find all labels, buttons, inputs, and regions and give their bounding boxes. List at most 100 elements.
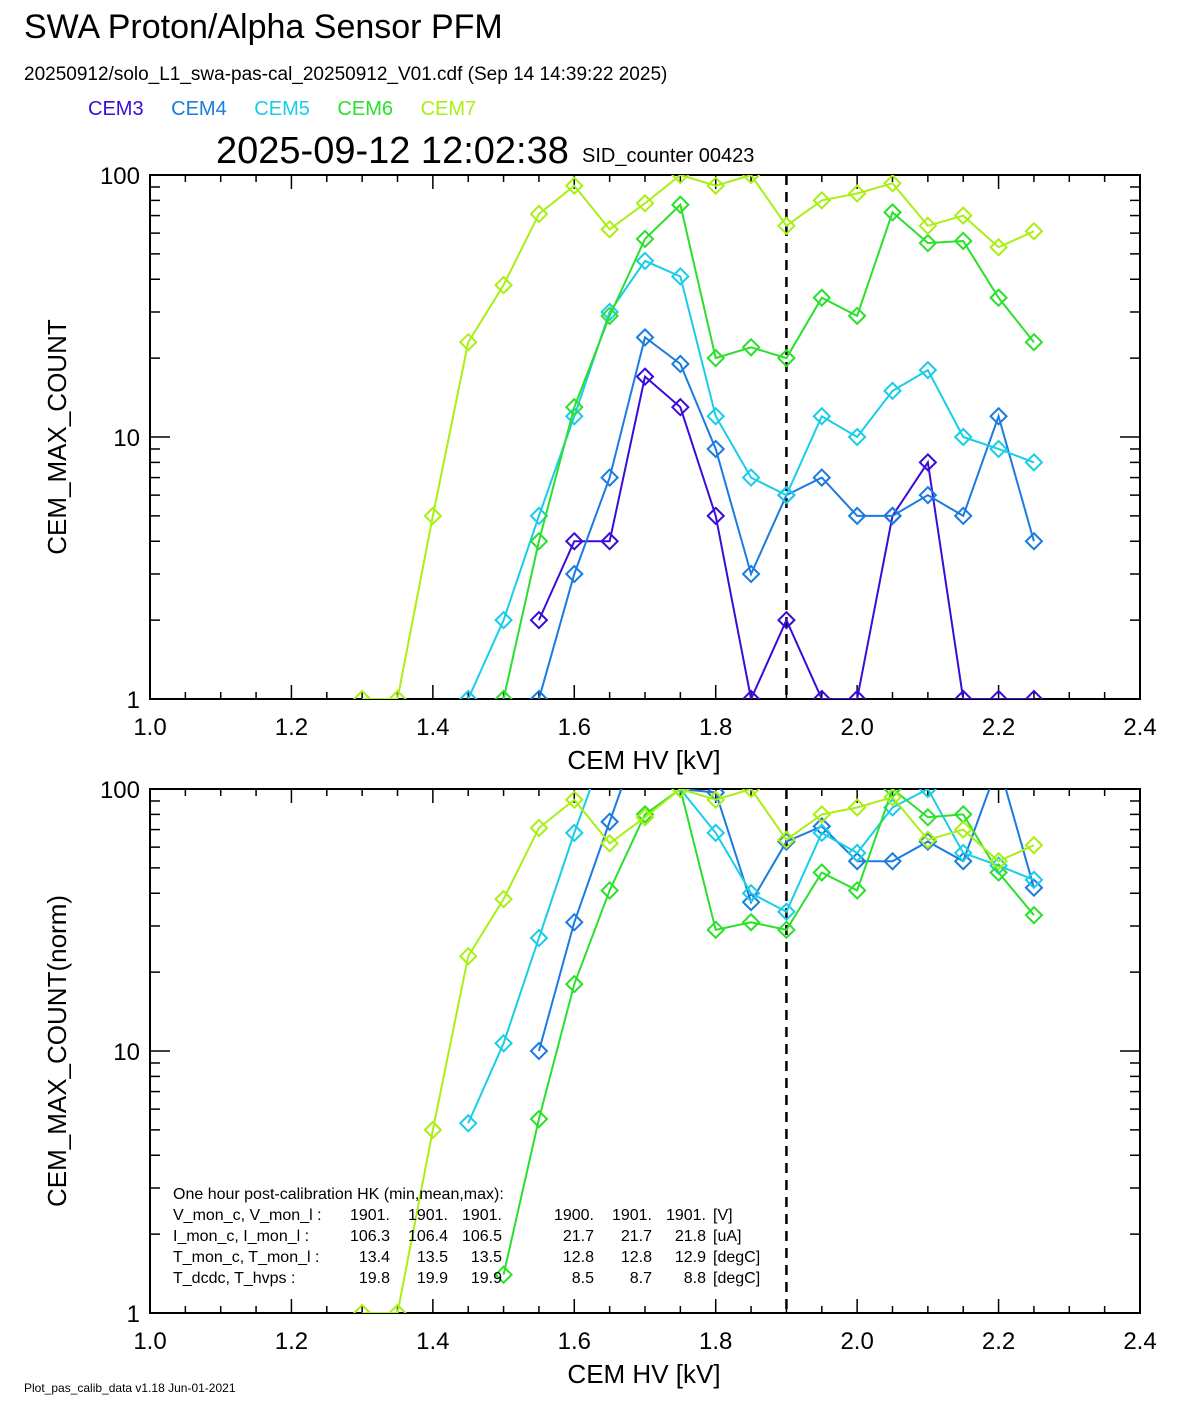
- data-point: [741, 468, 761, 487]
- data-point: [953, 851, 973, 871]
- data-point: [777, 920, 796, 940]
- x-tick-label: 1.8: [699, 714, 732, 741]
- data-point: [777, 832, 796, 851]
- x-axis-label: CEM HV [kV]: [567, 745, 720, 775]
- hk-header: One hour post-calibration HK (min,mean,m…: [173, 1186, 504, 1203]
- data-point: [953, 506, 973, 526]
- data-point: [458, 689, 478, 699]
- data-point: [706, 176, 726, 196]
- data-point: [777, 830, 796, 850]
- hk-value: 8.8: [684, 1270, 706, 1287]
- data-point: [812, 804, 832, 824]
- x-tick-label: 2.2: [982, 1328, 1015, 1355]
- legend-item-cem7: CEM7: [420, 98, 477, 120]
- hk-value: 21.8: [675, 1228, 706, 1245]
- hk-unit: [degC]: [713, 1270, 760, 1287]
- hk-row-label: T_dcdc, T_hvps :: [173, 1270, 295, 1287]
- hk-value: 1901.: [462, 1207, 502, 1224]
- data-point: [1024, 452, 1044, 472]
- data-point: [637, 714, 653, 730]
- data-point: [812, 288, 832, 308]
- data-point: [741, 892, 761, 912]
- data-point: [1024, 221, 1044, 241]
- data-point: [741, 883, 761, 903]
- series-group: [352, 714, 1044, 1313]
- data-point: [847, 506, 867, 526]
- data-point: [812, 468, 832, 487]
- data-point: [706, 790, 726, 810]
- legend-item-cem6: CEM6: [337, 98, 393, 120]
- data-point: [741, 689, 761, 699]
- data-point: [458, 332, 478, 352]
- hk-value: 19.9: [417, 1270, 448, 1287]
- data-point: [635, 807, 655, 827]
- data-point: [706, 920, 726, 940]
- data-point: [564, 974, 584, 994]
- y-tick-label: 1: [127, 1301, 140, 1328]
- data-point: [600, 306, 620, 326]
- hk-row-label: I_mon_c, I_mon_l :: [173, 1228, 309, 1245]
- data-point: [564, 790, 584, 810]
- data-point: [706, 439, 726, 459]
- data-point: [494, 610, 513, 630]
- y-tick-label: 10: [113, 1039, 140, 1066]
- data-point: [847, 184, 867, 203]
- data-point: [670, 397, 690, 417]
- data-point: [564, 531, 584, 551]
- data-point: [600, 302, 620, 322]
- x-tick-label: 1.0: [133, 714, 166, 741]
- data-point: [600, 219, 620, 239]
- data-point: [741, 789, 761, 799]
- data-point: [812, 190, 832, 210]
- panel-1: 1.0 1.2 1.4 1.6 1.8 2.0 2.2 2.4 1 10 100 CEM HV [kV…: [42, 163, 1157, 775]
- data-point: [494, 1033, 513, 1053]
- chart-subtitle: 20250912/solo_L1_swa-pas-cal_20250912_V0…: [24, 64, 668, 85]
- hk-value: 8.7: [630, 1270, 652, 1287]
- data-point: [777, 610, 796, 630]
- hk-value: 1901.: [612, 1207, 652, 1224]
- data-point: [600, 531, 620, 551]
- data-point: [564, 912, 584, 932]
- data-point: [458, 946, 478, 966]
- data-point: [777, 485, 796, 505]
- data-point: [635, 804, 655, 824]
- x-tick-label: 1.2: [275, 1328, 308, 1355]
- hk-value: 19.8: [359, 1270, 390, 1287]
- y-axis-label: CEM_MAX_COUNT(norm): [42, 895, 72, 1207]
- data-point: [1024, 835, 1044, 855]
- data-point: [847, 427, 867, 447]
- data-point: [777, 216, 796, 236]
- x-tick-label: 2.4: [1123, 1328, 1156, 1355]
- data-point: [918, 233, 938, 253]
- data-point: [991, 756, 1007, 772]
- data-point: [706, 823, 726, 843]
- data-point: [918, 789, 938, 799]
- data-point: [600, 833, 620, 853]
- data-point: [883, 789, 902, 807]
- data-point: [706, 506, 726, 526]
- data-point: [847, 689, 867, 699]
- x-tick-label: 2.0: [840, 714, 873, 741]
- panel-2: 1.0 1.2 1.4 1.6 1.8 2.0 2.2 2.4 1 10 100 CEM HV [kV…: [42, 714, 1157, 1389]
- hk-value: 106.5: [462, 1228, 502, 1245]
- data-point: [635, 327, 655, 347]
- data-point: [847, 851, 867, 871]
- x-tick-label: 1.2: [275, 714, 308, 741]
- hk-value: 1901.: [666, 1207, 706, 1224]
- data-point: [847, 843, 867, 863]
- data-point: [918, 807, 938, 827]
- x-tick-label: 1.6: [558, 1328, 591, 1355]
- x-tick-label: 1.4: [416, 714, 449, 741]
- data-point: [706, 348, 726, 368]
- data-point: [600, 812, 620, 832]
- data-point: [953, 427, 973, 447]
- data-point: [602, 728, 618, 744]
- series-line-cem7: [362, 789, 1035, 1313]
- hk-summary: One hour post-calibration HK (min,mean,m…: [173, 1186, 760, 1287]
- data-point: [741, 175, 761, 185]
- data-point: [812, 689, 832, 699]
- data-point: [600, 468, 620, 487]
- series-line-cem5: [467, 789, 1035, 1124]
- data-point: [812, 863, 832, 882]
- x-tick-label: 1.8: [699, 1328, 732, 1355]
